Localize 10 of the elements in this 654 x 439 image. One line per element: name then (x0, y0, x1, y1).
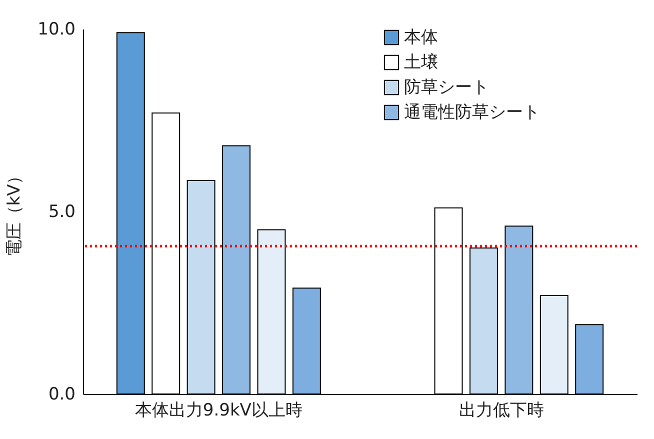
x-tick-label: 出力低下時 (458, 400, 544, 420)
legend-label: 土壌 (404, 52, 438, 72)
y-tick-label: 5.0 (48, 202, 76, 222)
y-axis-title: 電圧（kV） (4, 167, 25, 257)
y-tick-label: 10.0 (38, 20, 76, 40)
x-tick-label: 本体出力9.9kV以上時 (134, 400, 302, 420)
legend-label: 通電性防草シート (404, 102, 540, 122)
legend-label: 本体 (404, 28, 438, 48)
legend-label: 防草シート (404, 78, 489, 98)
y-tick-label: 0.0 (48, 384, 76, 404)
